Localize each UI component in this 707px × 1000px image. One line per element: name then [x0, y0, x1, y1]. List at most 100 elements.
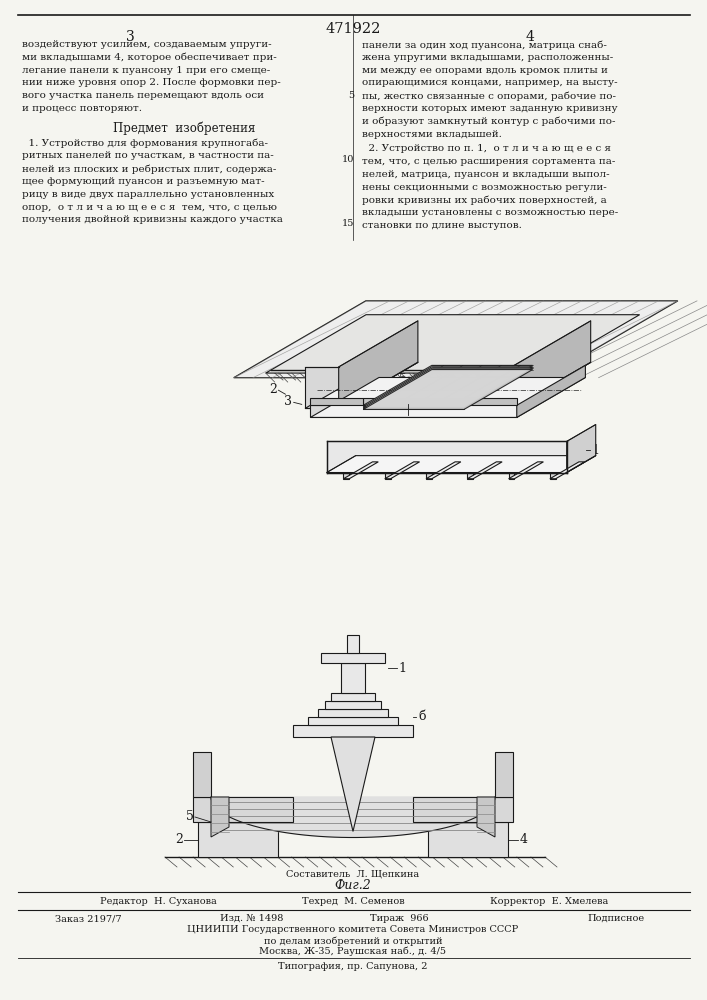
- Polygon shape: [211, 797, 229, 837]
- Polygon shape: [385, 473, 390, 479]
- Text: рицу в виде двух параллельно установленных: рицу в виде двух параллельно установленн…: [22, 190, 274, 199]
- Text: 10: 10: [341, 155, 354, 164]
- Bar: [293, 725, 413, 737]
- Text: и процесс повторяют.: и процесс повторяют.: [22, 104, 142, 113]
- Text: пы, жестко связанные с опорами, рабочие по-: пы, жестко связанные с опорами, рабочие …: [362, 91, 616, 101]
- Polygon shape: [327, 456, 596, 473]
- Text: легание панели к пуансону 1 при его смеще-: легание панели к пуансону 1 при его смещ…: [22, 66, 270, 75]
- Polygon shape: [478, 367, 511, 408]
- Text: вкладыши установлены с возможностью пере-: вкладыши установлены с возможностью пере…: [362, 208, 618, 217]
- Text: 471922: 471922: [325, 22, 380, 36]
- Polygon shape: [464, 398, 517, 405]
- Text: нены секционными с возможностью регули-: нены секционными с возможностью регули-: [362, 183, 607, 192]
- Text: б: б: [418, 710, 426, 724]
- Text: Типография, пр. Сапунова, 2: Типография, пр. Сапунова, 2: [279, 962, 428, 971]
- Bar: [321, 653, 385, 663]
- Text: ЦНИИПИ Государственного комитета Совета Министров СССР: ЦНИИПИ Государственного комитета Совета …: [187, 925, 519, 934]
- Polygon shape: [327, 441, 567, 473]
- Polygon shape: [508, 473, 515, 479]
- Text: верхностями вкладышей.: верхностями вкладышей.: [362, 130, 502, 139]
- Text: 3: 3: [284, 395, 292, 408]
- Text: Корректор  Е. Хмелева: Корректор Е. Хмелева: [490, 897, 608, 906]
- Text: получения двойной кривизны каждого участка: получения двойной кривизны каждого участ…: [22, 215, 283, 224]
- Polygon shape: [266, 315, 640, 373]
- Text: Москва, Ж-35, Раушская наб., д. 4/5: Москва, Ж-35, Раушская наб., д. 4/5: [259, 947, 447, 956]
- Polygon shape: [234, 301, 678, 378]
- Text: по делам изобретений и открытий: по делам изобретений и открытий: [264, 936, 443, 946]
- Bar: [495, 752, 513, 797]
- Polygon shape: [339, 321, 418, 408]
- Text: и образуют замкнутый контур с рабочими по-: и образуют замкнутый контур с рабочими п…: [362, 117, 616, 126]
- Text: Редактор  Н. Суханова: Редактор Н. Суханова: [100, 897, 217, 906]
- Text: 5: 5: [399, 373, 407, 386]
- Text: Фиг.2: Фиг.2: [334, 879, 371, 892]
- Polygon shape: [467, 462, 502, 479]
- Bar: [325, 701, 381, 709]
- Text: тем, что, с целью расширения сортамента па-: тем, что, с целью расширения сортамента …: [362, 157, 615, 166]
- Text: верхности которых имеют заданную кривизну: верхности которых имеют заданную кривизн…: [362, 104, 618, 113]
- Text: опирающимися концами, например, на высту-: опирающимися концами, например, на высту…: [362, 78, 618, 87]
- Bar: [193, 752, 211, 797]
- Bar: [428, 822, 508, 857]
- Text: становки по длине выступов.: становки по длине выступов.: [362, 221, 522, 230]
- Text: 4: 4: [520, 833, 528, 846]
- Polygon shape: [467, 473, 473, 479]
- Polygon shape: [363, 368, 532, 408]
- Text: 2. Устройство по п. 1,  о т л и ч а ю щ е е с я: 2. Устройство по п. 1, о т л и ч а ю щ е…: [362, 144, 611, 153]
- Polygon shape: [344, 473, 349, 479]
- Text: Составитель  Л. Щепкина: Составитель Л. Щепкина: [286, 869, 419, 878]
- Polygon shape: [426, 473, 432, 479]
- Text: Изд. № 1498: Изд. № 1498: [220, 914, 284, 923]
- Polygon shape: [363, 365, 532, 405]
- Polygon shape: [426, 462, 461, 479]
- Polygon shape: [477, 797, 495, 837]
- Text: вого участка панель перемещают вдоль оси: вого участка панель перемещают вдоль оси: [22, 91, 264, 100]
- Bar: [413, 797, 513, 822]
- Bar: [308, 717, 398, 725]
- Text: 15: 15: [341, 219, 354, 228]
- Polygon shape: [511, 321, 590, 408]
- Text: жена упругими вкладышами, расположенны-: жена упругими вкладышами, расположенны-: [362, 53, 613, 62]
- Bar: [193, 797, 293, 822]
- Text: 1: 1: [591, 444, 599, 457]
- Polygon shape: [234, 301, 678, 378]
- Polygon shape: [517, 365, 585, 417]
- Polygon shape: [310, 398, 363, 405]
- Bar: [318, 709, 388, 717]
- Text: нии ниже уровня опор 2. После формовки пер-: нии ниже уровня опор 2. После формовки п…: [22, 78, 281, 87]
- Text: 5: 5: [186, 810, 194, 824]
- Text: 1. Устройство для формования крупногаба-: 1. Устройство для формования крупногаба-: [22, 139, 268, 148]
- Text: ровки кривизны их рабочих поверхностей, а: ровки кривизны их рабочих поверхностей, …: [362, 196, 607, 205]
- Polygon shape: [550, 462, 585, 479]
- Text: щее формующий пуансон и разъемную мат-: щее формующий пуансон и разъемную мат-: [22, 177, 264, 186]
- Text: ритных панелей по участкам, в частности па-: ритных панелей по участкам, в частности …: [22, 151, 274, 160]
- Text: нелей из плоских и ребристых плит, содержа-: нелей из плоских и ребристых плит, содер…: [22, 164, 276, 174]
- Text: Заказ 2197/7: Заказ 2197/7: [55, 914, 122, 923]
- Text: Подписное: Подписное: [588, 914, 645, 923]
- Text: ми между ее опорами вдоль кромок плиты и: ми между ее опорами вдоль кромок плиты и: [362, 66, 608, 75]
- Polygon shape: [567, 425, 596, 473]
- Text: 1: 1: [398, 662, 406, 674]
- Polygon shape: [363, 398, 464, 405]
- Polygon shape: [550, 473, 556, 479]
- Bar: [347, 635, 359, 653]
- Text: 3: 3: [126, 30, 134, 44]
- Text: Фиг.1: Фиг.1: [349, 363, 385, 376]
- Text: ми вкладышами 4, которое обеспечивает при-: ми вкладышами 4, которое обеспечивает пр…: [22, 53, 276, 62]
- Text: опор,  о т л и ч а ю щ е е с я  тем, что, с целью: опор, о т л и ч а ю щ е е с я тем, что, …: [22, 203, 277, 212]
- Text: Тираж  966: Тираж 966: [370, 914, 428, 923]
- Text: панели за один ход пуансона, матрица снаб-: панели за один ход пуансона, матрица сна…: [362, 40, 607, 49]
- Text: 5: 5: [348, 91, 354, 100]
- Polygon shape: [331, 737, 375, 831]
- Text: нелей, матрица, пуансон и вкладыши выпол-: нелей, матрица, пуансон и вкладыши выпол…: [362, 170, 609, 179]
- Text: 2: 2: [175, 833, 183, 846]
- Text: Техред  М. Семенов: Техред М. Семенов: [302, 897, 404, 906]
- Text: Предмет  изобретения: Предмет изобретения: [113, 122, 256, 135]
- Polygon shape: [363, 367, 532, 407]
- Text: 2: 2: [269, 383, 277, 396]
- Bar: [341, 663, 365, 693]
- Text: 4: 4: [404, 390, 412, 403]
- Polygon shape: [363, 370, 532, 409]
- Polygon shape: [305, 362, 418, 408]
- Polygon shape: [344, 462, 378, 479]
